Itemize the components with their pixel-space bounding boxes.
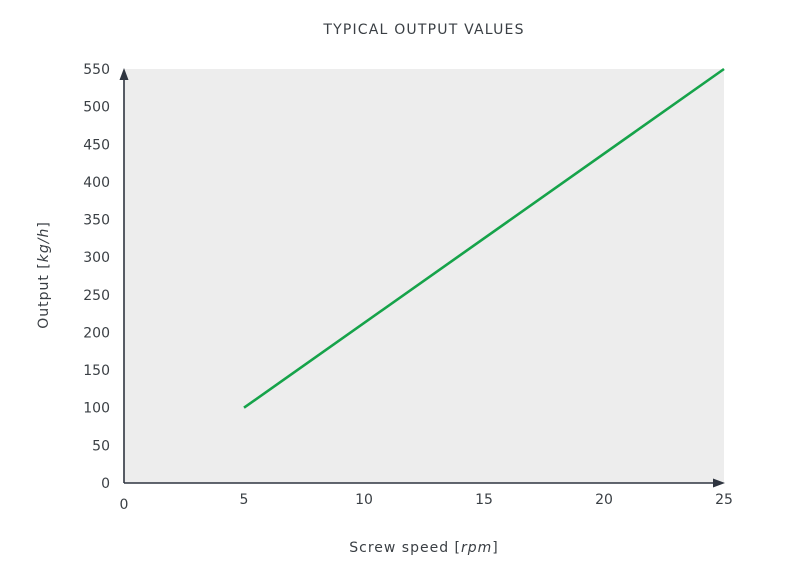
- x-tick-labels: 0 5 10 15 20 25: [120, 492, 733, 513]
- x-axis-arrow: [713, 478, 725, 488]
- y-tick-label: 0: [101, 476, 110, 492]
- y-tick-label: 50: [92, 438, 110, 454]
- y-tick-labels: 0 50 100 150 200 250 300 350 400 450 500 550: [83, 62, 110, 492]
- y-tick-label: 550: [83, 62, 110, 78]
- y-tick-label: 150: [83, 363, 110, 379]
- series-layer: [243, 67, 725, 409]
- x-axis-title: Screw speed [rpm]: [0, 540, 800, 556]
- y-tick-label: 200: [83, 325, 110, 341]
- x-tick-label: 15: [475, 492, 493, 508]
- y-tick-label: 250: [83, 288, 110, 304]
- x-axis-title-suffix: ]: [492, 540, 499, 556]
- x-tick-label: 20: [595, 492, 613, 508]
- y-tick-label: 300: [83, 250, 110, 266]
- x-tick-label: 0: [120, 497, 129, 513]
- y-tick-label: 400: [83, 175, 110, 191]
- series-line-1: [243, 67, 725, 409]
- x-tick-label: 10: [355, 492, 373, 508]
- y-axis-arrow: [119, 68, 129, 80]
- x-tick-label: 5: [240, 492, 249, 508]
- y-tick-label: 450: [83, 137, 110, 153]
- x-axis-title-unit: rpm: [461, 540, 493, 556]
- chart-title: TYPICAL OUTPUT VALUES: [323, 22, 525, 38]
- y-tick-label: 100: [83, 401, 110, 417]
- x-tick-label: 25: [715, 492, 733, 508]
- y-tick-label: 500: [83, 100, 110, 116]
- x-axis-title-prefix: Screw speed [: [349, 540, 461, 556]
- y-tick-label: 350: [83, 213, 110, 229]
